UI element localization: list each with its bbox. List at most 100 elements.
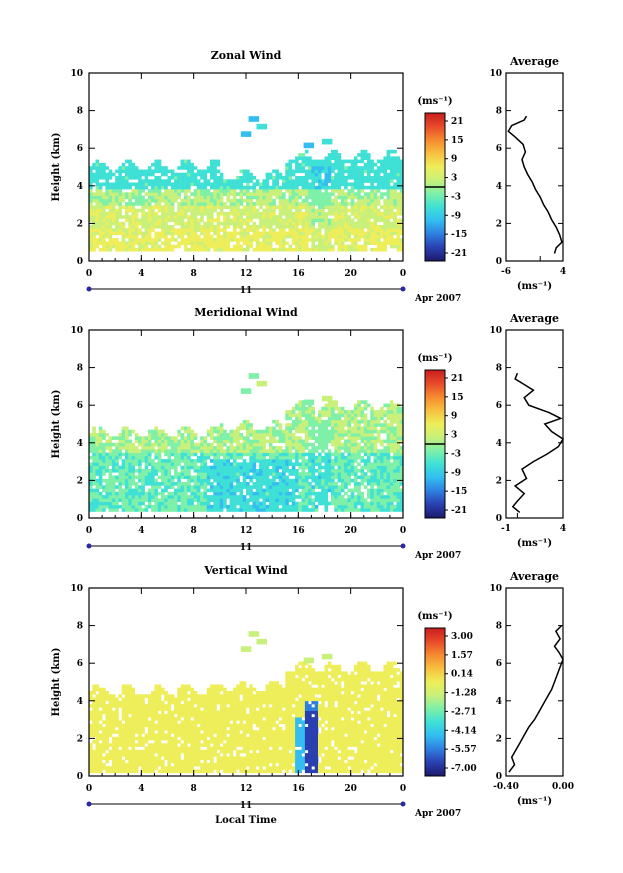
heatmap-cell — [308, 247, 312, 252]
heatmap-cell — [226, 472, 230, 476]
heatmap-cell — [177, 185, 181, 190]
heatmap-cell — [226, 247, 230, 252]
heatmap-cell — [334, 185, 338, 190]
heatmap-cell — [383, 429, 387, 434]
heatmap-cell — [164, 485, 168, 489]
heatmap-cell — [370, 478, 374, 483]
heatmap-cell — [174, 182, 178, 187]
heatmap-cell — [308, 449, 312, 453]
heatmap-cell — [370, 423, 374, 427]
heatmap-cell — [363, 221, 368, 226]
heatmap-cell — [219, 234, 224, 239]
heatmap-cell — [138, 472, 142, 476]
heatmap-cell — [203, 495, 208, 499]
heatmap-cell — [318, 244, 322, 249]
heatmap-cell — [367, 442, 371, 447]
heatmap-cell — [121, 192, 126, 196]
heatmap-cell — [216, 498, 221, 502]
heatmap-cell — [298, 169, 302, 174]
heatmap-cell — [95, 442, 100, 447]
heatmap-cell — [154, 495, 158, 499]
heatmap-cell — [393, 166, 397, 170]
heatmap-cell — [249, 198, 253, 203]
heatmap-cell — [190, 208, 194, 213]
heatmap-cell — [331, 185, 335, 190]
heatmap-cell — [167, 247, 172, 252]
heatmap-cell — [141, 485, 145, 489]
heatmap-cell — [92, 766, 96, 770]
heatmap-cell — [321, 491, 325, 496]
heatmap-cell — [350, 426, 355, 431]
heatmap-cell — [213, 436, 217, 440]
heatmap-cell — [373, 469, 378, 473]
heatmap-cell — [187, 172, 191, 177]
heatmap-cell — [331, 221, 335, 226]
heatmap-cell — [216, 459, 221, 463]
heatmap-cell — [367, 169, 371, 174]
heatmap-cell — [303, 399, 315, 406]
heatmap-cell — [200, 172, 204, 177]
heatmap-cell — [291, 221, 296, 226]
heatmap-cell — [111, 478, 116, 483]
heatmap-cell — [252, 212, 257, 216]
heatmap-cell — [229, 208, 234, 213]
heatmap-cell — [183, 172, 188, 177]
heatmap-cell — [232, 225, 237, 229]
heatmap-cell — [206, 508, 211, 512]
heatmap-cell — [262, 195, 266, 200]
heatmap-cell — [200, 475, 204, 480]
heatmap-cell — [108, 452, 113, 457]
heatmap-cell — [252, 238, 257, 242]
heatmap-cell — [331, 423, 335, 427]
heatmap-cell — [242, 176, 247, 180]
heatmap-cell — [223, 498, 227, 502]
heatmap-cell — [353, 234, 358, 239]
heatmap-cell — [334, 400, 338, 404]
heatmap-cell — [308, 423, 312, 427]
heatmap-cell — [102, 241, 106, 245]
heatmap-cell — [161, 192, 165, 196]
heatmap-cell — [183, 482, 188, 486]
heatmap-cell — [92, 733, 96, 738]
heatmap-cell — [92, 241, 96, 245]
heatmap-cell — [95, 172, 100, 177]
heatmap-cell — [268, 442, 273, 447]
heatmap-cell — [327, 172, 332, 177]
heatmap-cell — [334, 449, 338, 453]
heatmap-cell — [334, 231, 338, 236]
heatmap-cell — [174, 442, 178, 447]
heatmap-cell — [380, 469, 384, 473]
heatmap-cell — [183, 208, 188, 213]
heatmap-cell — [255, 238, 260, 242]
heatmap-cell — [164, 221, 168, 226]
heatmap-cell — [154, 449, 158, 453]
heatmap-cell — [147, 247, 152, 252]
heatmap-cell — [275, 234, 279, 239]
heatmap-cell — [331, 228, 335, 232]
heatmap-cell — [295, 241, 299, 245]
heatmap-cell — [367, 455, 371, 460]
heatmap-cell — [324, 413, 329, 417]
heatmap-cell — [89, 455, 93, 460]
heatmap-cell — [164, 472, 168, 476]
heatmap-cell — [386, 208, 391, 213]
heatmap-cell — [304, 472, 309, 476]
heatmap-cell — [301, 501, 306, 506]
heatmap-cell — [399, 244, 404, 249]
heatmap-cell — [314, 469, 319, 473]
heatmap-cell — [311, 179, 315, 183]
heatmap-cell — [200, 495, 204, 499]
heatmap-cell — [242, 472, 247, 476]
heatmap-cell — [196, 228, 201, 232]
heatmap-cell — [380, 478, 384, 483]
heatmap-cell — [157, 462, 162, 466]
heatmap-cell — [380, 228, 384, 232]
heatmap-cell — [393, 202, 397, 206]
heatmap-cell — [291, 212, 296, 216]
heatmap-cell — [278, 452, 283, 457]
heatmap-cell — [373, 221, 378, 226]
heatmap-cell — [360, 446, 365, 450]
heatmap-cell — [278, 228, 283, 232]
heatmap-cell — [95, 449, 100, 453]
heatmap-cell — [190, 238, 194, 242]
